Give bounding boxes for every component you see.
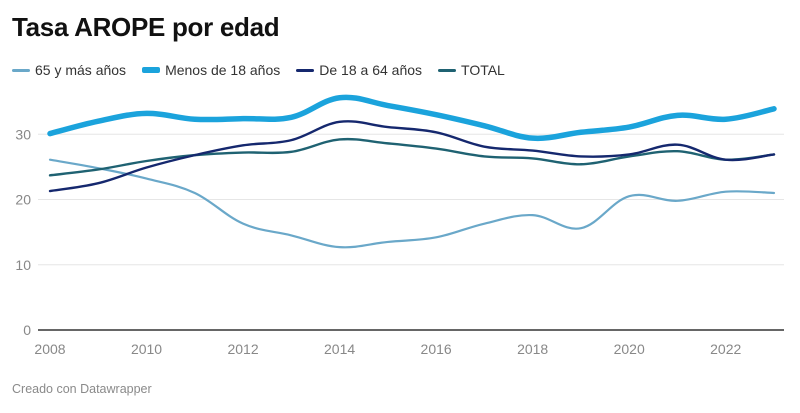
x-tick-label: 2012 xyxy=(227,341,258,357)
x-tick-label: 2014 xyxy=(324,341,355,357)
chart-title: Tasa AROPE por edad xyxy=(12,12,280,42)
footer-credit: Creado con Datawrapper xyxy=(12,382,152,396)
y-tick-label: 0 xyxy=(23,322,31,338)
chart-legend: 65 y más años Menos de 18 años De 18 a 6… xyxy=(12,62,521,78)
series-line-under-18 xyxy=(47,94,777,142)
y-axis-ticks: 0 10 20 30 xyxy=(15,126,31,338)
y-tick-label: 30 xyxy=(15,126,31,142)
legend-item-under-18: Menos de 18 años xyxy=(142,62,280,78)
series-line-18-64 xyxy=(48,120,776,193)
series-line-65-plus xyxy=(48,158,776,249)
series-line-total xyxy=(48,137,776,177)
legend-label-total: TOTAL xyxy=(461,62,505,78)
y-tick-label: 10 xyxy=(15,257,31,273)
grid-layer xyxy=(38,133,784,331)
legend-label-65-plus: 65 y más años xyxy=(35,62,127,78)
legend-item-65-plus: 65 y más años xyxy=(12,62,126,78)
x-tick-label: 2016 xyxy=(421,341,452,357)
x-tick-label: 2020 xyxy=(614,341,645,357)
legend-item-total: TOTAL xyxy=(438,62,505,78)
y-tick-label: 20 xyxy=(15,192,31,208)
legend-swatch-total xyxy=(438,68,457,72)
series-layer xyxy=(47,94,777,249)
legend-label-under-18: Menos de 18 años xyxy=(165,62,281,78)
legend-label-18-64: De 18 a 64 años xyxy=(319,62,423,78)
legend-item-18-64: De 18 a 64 años xyxy=(296,62,422,78)
x-axis-ticks: 2008 2010 2012 2014 2016 2018 2020 2022 xyxy=(34,341,741,357)
x-tick-label: 2010 xyxy=(131,341,162,357)
x-tick-label: 2008 xyxy=(34,341,65,357)
legend-swatch-under-18 xyxy=(142,67,161,73)
x-tick-label: 2022 xyxy=(710,341,741,357)
legend-swatch-18-64 xyxy=(296,68,315,72)
legend-swatch-65-plus xyxy=(12,68,30,72)
x-tick-label: 2018 xyxy=(517,341,548,357)
